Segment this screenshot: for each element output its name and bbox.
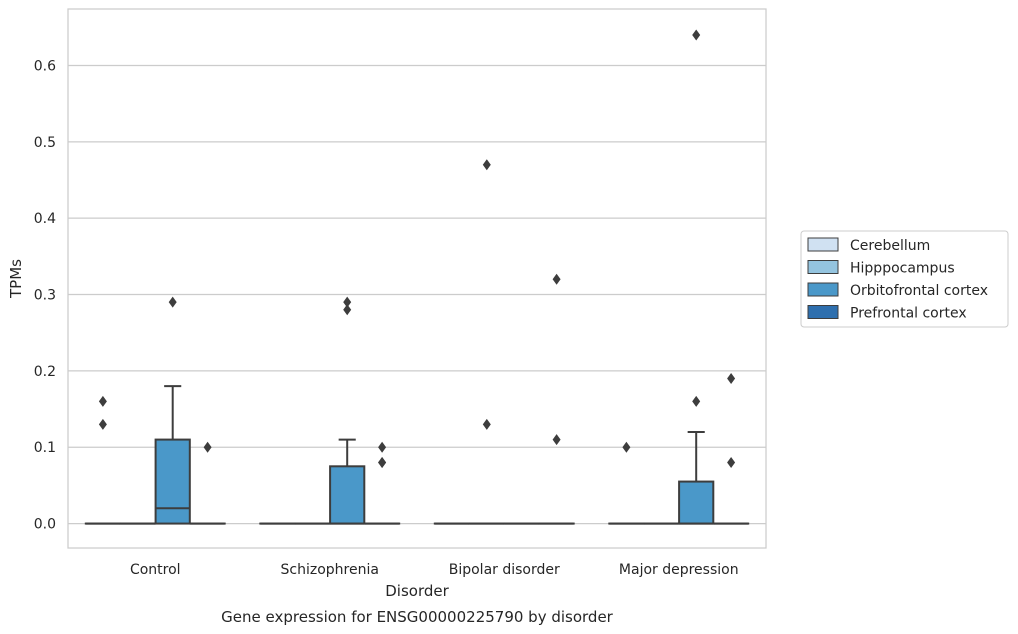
outlier-point <box>378 441 387 453</box>
y-tick-label: 0.6 <box>34 58 56 74</box>
outlier-point <box>727 373 736 385</box>
box-cerebellum <box>608 441 645 525</box>
legend-entry: Orbitofrontal cortex <box>850 283 988 299</box>
x-tick-label: Control <box>130 562 181 578</box>
x-tick-label: Major depression <box>619 562 739 578</box>
box-prefrontal-cortex <box>712 373 750 525</box>
legend-swatch <box>807 260 839 274</box>
outlier-point <box>482 159 491 171</box>
outlier-point <box>98 395 107 407</box>
outlier-point <box>98 418 107 430</box>
x-axis-label: Disorder <box>385 582 449 600</box>
legend-swatch <box>807 305 839 319</box>
y-tick-labels: 0.0 0.1 0.2 0.3 0.4 0.5 0.6 <box>34 58 56 532</box>
outlier-point <box>343 304 352 316</box>
legend-entry: Cerebellum <box>850 238 930 254</box>
legend-swatch <box>807 237 839 252</box>
y-tick-label: 0.1 <box>34 440 56 456</box>
box-orbitofrontal-cortex <box>329 296 366 525</box>
legend-swatch <box>807 282 839 297</box>
box-prefrontal-cortex <box>189 441 226 525</box>
x-tick-label: Bipolar disorder <box>449 562 560 578</box>
box-prefrontal-cortex <box>363 441 401 525</box>
box-cerebellum <box>84 395 122 525</box>
x-tick-labels: Control Schizophrenia Bipolar disorder Majo… <box>130 562 739 578</box>
legend-entry: Hipppocampus <box>850 261 955 277</box>
outlier-point <box>552 434 561 446</box>
outlier-point <box>482 418 491 430</box>
plot-boxes <box>84 29 750 525</box>
outlier-point <box>692 395 701 407</box>
y-tick-label: 0.5 <box>34 135 56 151</box>
outlier-point <box>727 456 736 468</box>
y-axis-label: TPMs <box>7 259 25 299</box>
box-body <box>678 480 715 525</box>
outlier-point <box>552 273 561 285</box>
y-tick-label: 0.2 <box>34 364 56 380</box>
legend-entry: Prefrontal cortex <box>850 306 967 322</box>
y-tick-label: 0.3 <box>34 288 56 304</box>
y-tick-label: 0.4 <box>34 211 56 227</box>
plot-frame <box>67 8 767 549</box>
outlier-point <box>378 456 387 468</box>
chart-caption: Gene expression for ENSG00000225790 by d… <box>221 608 614 626</box>
box-prefrontal-cortex <box>538 273 575 525</box>
x-tick-label: Schizophrenia <box>281 562 379 578</box>
box-body <box>154 438 191 525</box>
outlier-point <box>343 296 352 308</box>
outlier-point <box>622 441 631 453</box>
outlier-point <box>203 441 212 453</box>
box-orbitofrontal-cortex <box>154 296 191 525</box>
box-hipppocampus <box>468 159 505 525</box>
box-orbitofrontal-cortex <box>678 29 715 525</box>
box-body <box>329 465 366 525</box>
legend: Cerebellum Hipppocampus Orbitofrontal cort… <box>800 230 1009 328</box>
legend-frame <box>800 230 1009 328</box>
outlier-point <box>168 296 177 308</box>
y-tick-label: 0.0 <box>34 517 56 533</box>
outlier-point <box>692 29 701 41</box>
